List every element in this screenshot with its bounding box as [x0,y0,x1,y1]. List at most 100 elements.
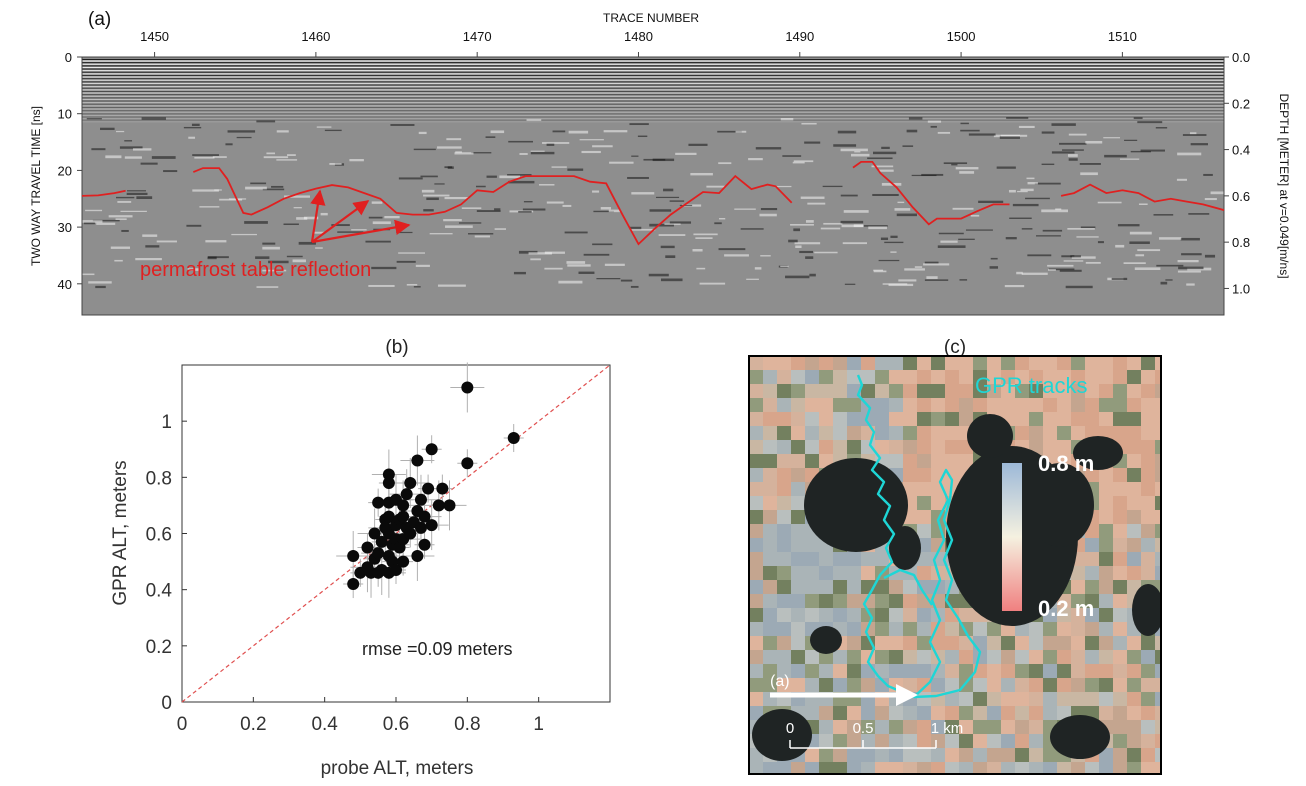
panel-b: (b) 0 0.2 0.4 0.6 0.8 1 0 0.2 0.4 0.6 0.8 1 rmse =0… [110,337,611,779]
lake-southeast [1050,715,1110,759]
scatter-point [507,432,520,445]
x-tick-label: 0.8 [454,714,480,735]
y-tick-label: 1 [161,412,172,433]
scatter-point [422,482,435,495]
panel-c: (c) GPR t [748,337,1162,775]
lake-east-lobe [1026,463,1094,547]
scatter-y-axis-title: GPR ALT, meters [110,460,131,605]
panel-b-label: (b) [385,337,408,358]
scatter-point [443,499,456,512]
scatter-point [397,510,410,523]
scatter-point [425,443,438,456]
depth-tick-label: 1.0 [1232,281,1250,296]
annotation-arrows [310,189,411,244]
depth-tick-label: 0.8 [1232,235,1250,250]
arrow-label: (a) [770,673,790,690]
x-tick-label: 0.2 [240,714,266,735]
time-tick-label: 0 [65,50,72,65]
annotation-arrow-2 [311,200,370,243]
scatter-point [397,499,410,512]
y-tick-label: 0 [161,693,172,714]
scale-label-1km: 1 km [931,720,964,737]
scatter-point [414,493,427,506]
colorbar-max-label: 0.8 m [1038,451,1094,476]
scatter-point [382,468,395,481]
x-tick-label: 1 [533,714,544,735]
scatter-point [461,457,474,470]
lake-northeast [1073,436,1123,470]
scatter-point [404,476,417,489]
permafrost-annotation: permafrost table reflection [140,259,371,281]
time-tick-label: 20 [58,163,72,178]
trace-tick-label: 1470 [463,29,492,44]
scatter-axes: 0 0.2 0.4 0.6 0.8 1 0 0.2 0.4 0.6 0.8 1 [146,412,544,735]
x-tick-label: 0.4 [311,714,338,735]
scale-bar [789,740,937,749]
lake-east-mid [1132,584,1161,636]
scatter-point [425,519,438,532]
y-tick-label: 0.6 [146,525,172,546]
trace-number-axis-title: TRACE NUMBER [603,11,699,25]
scatter-point [382,476,395,489]
gpr-track-loop [883,568,933,606]
scatter-point [436,482,449,495]
map-frame [748,355,1162,775]
x-tick-label: 0 [177,714,188,735]
reflection-segment-3 [852,160,1010,226]
radargram-frame [81,56,1225,316]
scatter-point [397,555,410,568]
trace-tick-label: 1460 [301,29,330,44]
lake-east-north [967,414,1013,458]
permafrost-table-line [82,160,1224,246]
scatter-point [390,564,402,577]
scatter-point [361,541,374,554]
trace-tick-label: 1490 [785,29,814,44]
gpr-track-north [856,374,915,699]
trace-axis: 1450 1460 1470 1480 1490 1500 1510 [140,29,1137,57]
scatter-point [382,510,395,523]
scatter-point [461,381,474,394]
time-tick-label: 40 [58,277,72,292]
depth-tick-label: 0.2 [1232,96,1250,111]
panel-a-label: (a) [88,9,111,30]
gpr-track-east [913,468,982,699]
annotation-arrow-3 [311,219,411,244]
track-direction-arrowhead [896,684,918,706]
scale-label-0: 0 [786,720,794,737]
lake-southwest-2 [810,626,842,654]
scatter-point [404,527,417,540]
scatter-point [414,521,427,534]
rmse-annotation: rmse =0.09 meters [362,639,513,659]
x-tick-label: 0.6 [383,714,409,735]
depth-tick-label: 0.0 [1232,50,1250,65]
radargram-image [82,57,1224,315]
scatter-point [372,496,385,509]
gpr-track [856,374,982,699]
lake-west-lobe [889,526,921,570]
trace-tick-label: 1480 [624,29,653,44]
trace-tick-label: 1510 [1108,29,1137,44]
gpr-tracks-label: GPR tracks [975,373,1087,398]
scatter-points [347,381,520,591]
time-tick-label: 30 [58,220,72,235]
scatter-point [411,454,424,467]
depth-axis-title: DEPTH [METER] at v=0.049[m/ns] [1277,93,1291,278]
scale-label-half: 0.5 [853,720,874,737]
scatter-point [400,488,413,501]
time-axis: 0 10 20 30 40 [58,50,82,292]
scatter-point [368,527,381,540]
lake-southwest [752,709,812,761]
reflection-segment-2 [192,167,793,246]
scatter-point [411,549,424,562]
scatter-point [372,547,385,560]
scatter-point [418,510,431,523]
scatter-point [432,499,445,512]
colorbar [1002,463,1022,611]
scatter-point [347,549,360,562]
time-tick-label: 10 [58,107,72,122]
travel-time-axis-title: TWO WAY TRAVEL TIME [ns] [29,106,43,266]
alt-map-image: GPR tracks 0.8 m 0.2 m (a) 0 0.5 1 km [749,356,1161,774]
trace-tick-label: 1450 [140,29,169,44]
trace-tick-label: 1500 [947,29,976,44]
